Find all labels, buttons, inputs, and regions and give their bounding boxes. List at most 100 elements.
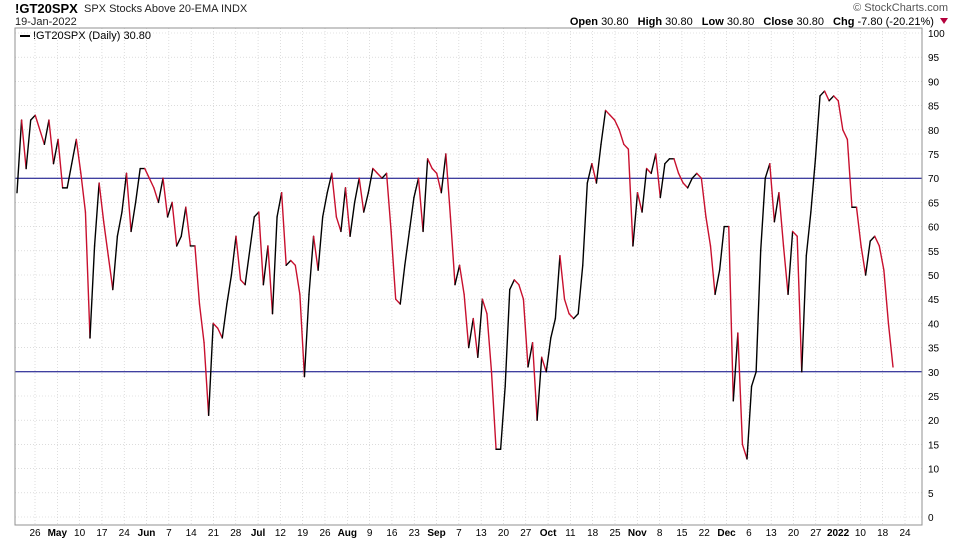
series-segment (162, 177, 169, 218)
series-segment (458, 264, 465, 296)
series-segment (705, 216, 712, 247)
x-tick-label: Dec (717, 528, 736, 539)
series-segment (262, 245, 269, 286)
x-tick-label: 25 (609, 528, 621, 539)
series-segment (285, 259, 292, 267)
series-segment (499, 385, 506, 450)
series-line (16, 90, 894, 460)
close-value: 30.80 (796, 16, 824, 28)
series-segment (728, 225, 735, 402)
series-segment (769, 162, 776, 223)
x-tick-label: 24 (899, 528, 911, 539)
series-segment (623, 143, 630, 150)
x-tick-label: 7 (166, 528, 172, 539)
chg-value: -7.80 (-20.21%) (857, 16, 934, 28)
series-segment (363, 192, 370, 213)
series-segment (613, 119, 620, 131)
series-legend: !GT20SPX (Daily) 30.80 (20, 30, 151, 42)
series-segment (559, 254, 566, 300)
series-segment (714, 269, 721, 296)
series-segment (80, 172, 87, 213)
x-tick-label: 20 (788, 528, 800, 539)
series-segment (627, 148, 634, 247)
x-tick-label: 17 (96, 528, 108, 539)
x-tick-label: 23 (409, 528, 421, 539)
symbol-label: !GT20SPX (15, 1, 78, 16)
series-segment (449, 216, 456, 286)
series-segment (860, 245, 867, 276)
x-tick-label: 21 (208, 528, 220, 539)
series-segment (805, 211, 812, 257)
series-segment (290, 259, 297, 267)
symbol-description: SPX Stocks Above 20-EMA INDX (84, 3, 248, 15)
series-segment (303, 293, 310, 378)
x-tick-label: 10 (74, 528, 86, 539)
series-segment (887, 322, 894, 368)
series-segment (294, 264, 301, 296)
series-segment (321, 192, 328, 218)
high-value: 30.80 (665, 16, 693, 28)
series-segment (819, 90, 826, 97)
series-segment (828, 95, 835, 102)
x-tick-label: 24 (119, 528, 131, 539)
series-segment (664, 158, 671, 165)
x-tick-label: Oct (540, 528, 557, 539)
series-segment (554, 254, 561, 320)
series-segment (618, 129, 625, 146)
attribution-link[interactable]: © StockCharts.com (853, 2, 948, 14)
series-segment (331, 172, 338, 218)
series-segment (385, 172, 392, 233)
series-segment (773, 192, 780, 223)
series-segment (276, 192, 283, 218)
series-segment (299, 293, 306, 378)
series-segment (801, 254, 808, 373)
series-segment (874, 235, 881, 247)
series-segment (686, 177, 693, 189)
series-segment (636, 192, 643, 213)
series-segment (869, 235, 876, 242)
series-segment (486, 313, 493, 373)
x-tick-label: 13 (766, 528, 778, 539)
y-tick-label: 95 (928, 53, 940, 64)
series-segment (381, 172, 388, 179)
series-segment (472, 317, 479, 358)
series-segment (394, 298, 401, 305)
chart-header: !GT20SPX SPX Stocks Above 20-EMA INDX 19… (0, 0, 960, 28)
y-tick-label: 90 (928, 77, 940, 88)
series-segment (883, 269, 890, 325)
legend-text: !GT20SPX (Daily) 30.80 (33, 30, 151, 42)
series-segment (550, 317, 557, 339)
series-segment (52, 138, 59, 165)
series-segment (239, 279, 246, 286)
series-segment (326, 172, 333, 194)
series-segment (563, 298, 570, 315)
series-segment (778, 192, 785, 247)
series-segment (696, 172, 703, 179)
series-segment (832, 95, 839, 102)
series-segment (203, 342, 210, 417)
series-segment (436, 172, 443, 194)
series-segment (207, 322, 214, 417)
series-segment (372, 167, 379, 175)
series-segment (527, 342, 534, 368)
y-tick-label: 50 (928, 271, 940, 282)
series-segment (89, 245, 96, 339)
series-segment (102, 221, 109, 257)
series-segment (445, 153, 452, 218)
x-tick-label: 2022 (827, 528, 850, 539)
series-segment (659, 162, 666, 199)
x-tick-label: 18 (587, 528, 599, 539)
series-segment (121, 172, 128, 213)
series-segment (248, 216, 255, 252)
series-segment (34, 114, 41, 131)
y-tick-label: 5 (928, 489, 934, 500)
y-tick-label: 20 (928, 416, 940, 427)
y-tick-label: 80 (928, 126, 940, 137)
series-segment (755, 250, 762, 373)
series-segment (463, 293, 470, 349)
series-segment (750, 371, 757, 388)
series-segment (390, 230, 397, 300)
series-segment (878, 245, 885, 271)
x-tick-label: 12 (275, 528, 287, 539)
